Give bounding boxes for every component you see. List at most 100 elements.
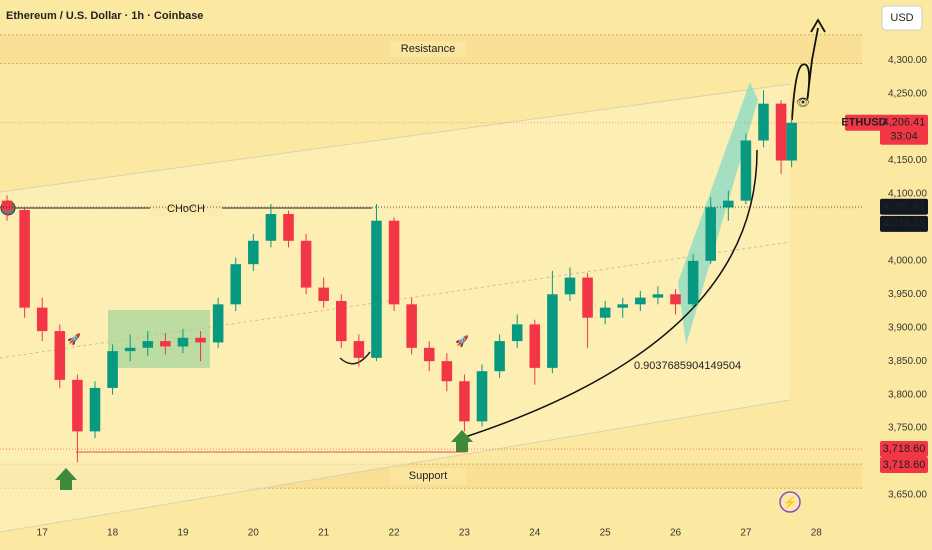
candle-body [265,214,277,241]
price-tag-label: 3,718.60 [883,443,926,455]
x-tick-label: 25 [600,528,612,539]
projection [791,27,819,121]
candle-body [476,371,488,422]
y-tick-label: 3,900.00 [888,322,927,333]
candle-body [72,379,83,432]
x-tick-label: 19 [177,528,189,539]
zone-label-bg [390,41,466,58]
countdown: 33:04 [890,131,918,143]
candle-body [212,304,224,343]
candle-body [652,294,664,298]
y-tick-label: 4,000.00 [888,255,927,266]
candle-body [142,341,154,348]
candle-body [599,307,611,318]
candle-body [54,331,66,380]
x-tick-label: 22 [388,528,400,539]
symbol-tag [845,114,883,131]
range-box [108,310,210,368]
rocket-icon: 🚀 [455,335,469,348]
y-tick-label: 3,650.00 [888,490,927,501]
candle-body [529,324,541,368]
x-tick-label: 26 [670,528,682,539]
lightning-icon [779,491,801,513]
candle-body [353,341,365,358]
candle-body [511,324,523,342]
symbol-label: ETHUSD [841,117,886,129]
candle-body [459,381,470,422]
candle-body [300,240,312,288]
y-tick-label: 4,250.00 [888,88,927,99]
axes: 3,650.003,700.003,750.003,800.003,850.00… [0,55,928,539]
rocket-icon: 🚀 [67,333,81,346]
candle-body [124,347,136,352]
candle-body [195,337,206,343]
up-arrow [55,468,77,490]
fib-label: 0.9037685904149504 [634,360,741,372]
channel-top [0,83,791,193]
price-tag [880,441,928,458]
candle-body [687,260,699,305]
candle-body [371,220,382,358]
y-tick-label: 3,850.00 [888,356,927,367]
candle-body [89,387,101,432]
x-tick-label: 28 [811,528,823,539]
price-tag [880,457,928,474]
candle-body [248,240,259,265]
candle-body [547,294,558,368]
price-tag-label: 4,080.81 [883,201,926,213]
candle-body [107,351,118,388]
y-tick-label: 4,150.00 [888,155,927,166]
candle-body [406,304,417,348]
zone-label: Resistance [401,43,455,55]
candle-body [705,207,716,261]
candles [1,90,797,463]
price-tag [880,114,928,145]
candle-body [740,140,752,201]
price-tag [880,198,928,215]
candle-body [635,297,646,305]
price-tag-label: 4,206.41 [883,117,926,129]
x-tick-label: 17 [37,528,49,539]
candle-body [336,300,347,342]
choch-label: CHoCH [167,203,205,215]
x-tick-label: 20 [248,528,260,539]
dip-arc [339,351,371,365]
candle-body [758,103,769,141]
candle-body [19,210,30,308]
y-tick-label: 4,300.00 [888,55,927,66]
candle-body [617,304,629,308]
candle-body [786,122,797,161]
candle-body [423,347,435,362]
eye-icon: 👁 [796,97,810,109]
projection-head [810,18,826,33]
candle-body [283,214,294,241]
candle-body [177,337,189,347]
currency: USD [890,12,913,24]
zone-label: Support [409,470,448,482]
curve [464,149,758,438]
x-tick-label: 24 [529,528,541,539]
price-tag-label: 4,079.29 [883,218,926,230]
price-tag [880,215,928,232]
candle-body [388,220,400,305]
x-tick-label: 23 [459,528,471,539]
candle-body [230,264,242,305]
y-tick-label: 4,100.00 [888,189,927,200]
up-arrow [451,430,473,452]
y-tick-label: 3,950.00 [888,289,927,300]
candle-body [441,361,453,382]
candle-body [494,341,505,372]
channel-fill [0,84,790,532]
zone-label-bg [390,468,466,485]
candle-body [723,200,734,208]
y-tick-label: 3,800.00 [888,389,927,400]
candle-body [670,294,681,305]
candle-body [160,341,171,347]
candle-body [582,277,593,318]
x-tick-label: 27 [740,528,752,539]
candle-body [36,307,48,332]
candle-body [318,287,329,301]
candle-body [775,103,787,161]
